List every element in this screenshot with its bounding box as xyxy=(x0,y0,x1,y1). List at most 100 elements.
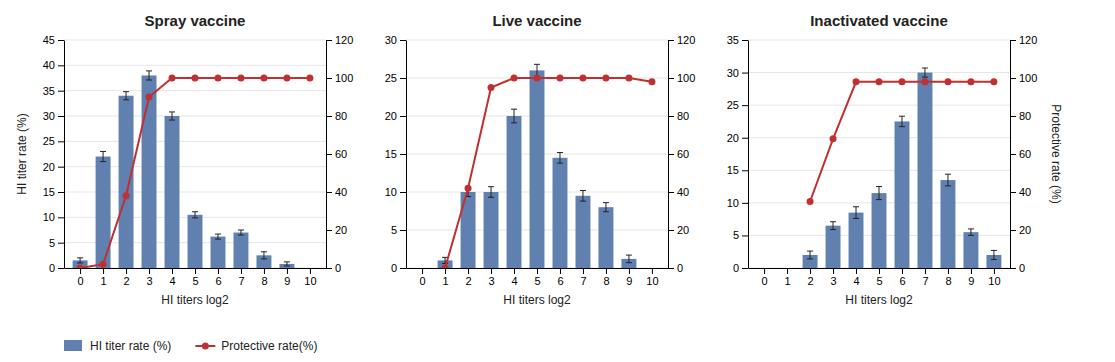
bar xyxy=(872,193,887,268)
y-axis-tick-mark xyxy=(400,116,406,117)
x-axis-tick-label: 3 xyxy=(488,275,494,287)
x-axis-tick-label: 5 xyxy=(876,275,882,287)
error-bar-cap xyxy=(261,251,267,252)
error-bar-cap xyxy=(830,221,836,222)
x-axis-tick-mark xyxy=(971,268,972,274)
error-bar-stem xyxy=(947,174,948,186)
y-axis-tick: 0 xyxy=(49,262,64,274)
grid xyxy=(748,40,1010,268)
grid-line xyxy=(64,40,326,41)
line-point xyxy=(990,78,997,85)
grid xyxy=(64,40,326,268)
line xyxy=(445,78,652,268)
x-axis-tick: 0 xyxy=(420,268,426,287)
error-bar-cap xyxy=(192,211,198,212)
y-axis-tick-label: 15 xyxy=(385,148,397,160)
y2-axis-tick-label: 40 xyxy=(1019,186,1031,198)
error-bar-cap xyxy=(557,163,563,164)
y-axis-tick-label: 5 xyxy=(391,224,397,236)
y2-axis-tick: 60 xyxy=(326,148,347,160)
y-axis-tick: 25 xyxy=(43,135,64,147)
error-bar-cap xyxy=(146,70,152,71)
y2-axis-tick-label: 120 xyxy=(677,34,695,46)
plot-area xyxy=(73,71,314,268)
x-axis-tick-mark xyxy=(925,268,926,274)
y-axis-line xyxy=(406,41,407,269)
x-axis-tick: 8 xyxy=(603,268,609,287)
y2-axis-tick-label: 80 xyxy=(1019,110,1031,122)
grid-line xyxy=(748,72,1010,73)
line-point xyxy=(898,78,905,85)
y-axis-tick-mark xyxy=(742,170,748,171)
error-bar xyxy=(100,151,106,161)
y-axis: 05101520253035 xyxy=(727,34,749,274)
y2-axis-tick-mark xyxy=(326,116,332,117)
error-bar-cap xyxy=(238,235,244,236)
y-axis-tick: 30 xyxy=(385,34,406,46)
error-bar-cap xyxy=(968,228,974,229)
y2-axis-tick-mark xyxy=(668,40,674,41)
plot-area xyxy=(803,68,1002,268)
error-bar-cap xyxy=(511,109,517,110)
error-bar xyxy=(968,229,974,236)
y2-axis-tick-mark xyxy=(326,78,332,79)
x-axis: 012345678910 xyxy=(65,268,327,287)
x-axis-tick: 0 xyxy=(78,268,84,287)
error-bar-cap xyxy=(968,235,974,236)
y2-axis-tick: 100 xyxy=(326,72,353,84)
legend-marker xyxy=(202,343,209,350)
y-axis-tick-mark xyxy=(742,268,748,269)
x-axis-tick-mark xyxy=(218,268,219,274)
y2-axis-tick-label: 100 xyxy=(677,72,695,84)
y-axis: 051015202530354045 xyxy=(43,34,65,274)
x-axis-tick: 5 xyxy=(876,268,882,287)
line-point xyxy=(602,75,609,82)
error-bar xyxy=(603,203,609,212)
y2-axis-tick: 40 xyxy=(668,186,689,198)
y-axis-tick: 30 xyxy=(43,110,64,122)
legend-label: HI titer rate (%) xyxy=(90,339,171,353)
y-axis-tick: 40 xyxy=(43,59,64,71)
legend-item: Protective rate(%) xyxy=(195,339,317,353)
y-axis-tick: 45 xyxy=(43,34,64,46)
x-axis-tick-mark xyxy=(264,268,265,274)
y-axis-tick-label: 5 xyxy=(49,237,55,249)
y-axis-tick-label: 10 xyxy=(385,186,397,198)
y-axis-tick-label: 0 xyxy=(391,262,397,274)
error-bar xyxy=(215,234,221,239)
x-axis-tick-mark xyxy=(652,268,653,274)
grid-line xyxy=(64,141,326,142)
y2-axis-tick-label: 60 xyxy=(335,148,347,160)
y-axis-tick-label: 15 xyxy=(727,164,739,176)
y-axis-tick: 20 xyxy=(727,132,748,144)
grid-line xyxy=(748,170,1010,171)
line-point xyxy=(807,198,814,205)
x-axis-tick-mark xyxy=(445,268,446,274)
y2-axis-tick-label: 100 xyxy=(335,72,353,84)
x-axis-tick: 1 xyxy=(101,268,107,287)
error-bar-cap xyxy=(557,152,563,153)
panel: 0123456789100510152025303540450204060801… xyxy=(15,12,353,307)
y2-axis-tick-mark xyxy=(326,40,332,41)
error-bar-stem xyxy=(445,257,446,263)
y-axis-tick-label: 20 xyxy=(385,110,397,122)
grid-line xyxy=(748,105,1010,106)
error-bar-cap xyxy=(100,151,106,152)
error-bar-cap xyxy=(77,262,83,263)
x-axis-tick-mark xyxy=(172,268,173,274)
error-bar-cap xyxy=(807,251,813,252)
x-axis-tick: 8 xyxy=(261,268,267,287)
error-bar-stem xyxy=(810,251,811,259)
error-bar-cap xyxy=(603,202,609,203)
error-bar xyxy=(511,109,517,123)
error-bar-cap xyxy=(146,80,152,81)
error-bar-stem xyxy=(103,151,104,161)
y-axis-tick: 30 xyxy=(727,67,748,79)
error-bar-cap xyxy=(169,111,175,112)
bar xyxy=(165,116,180,268)
x-axis-tick-mark xyxy=(126,268,127,274)
x-axis-tick-mark xyxy=(80,268,81,274)
y2-axis-tick-label: 60 xyxy=(677,148,689,160)
x-axis-tick-label: 0 xyxy=(420,275,426,287)
error-bar-stem xyxy=(559,152,560,163)
